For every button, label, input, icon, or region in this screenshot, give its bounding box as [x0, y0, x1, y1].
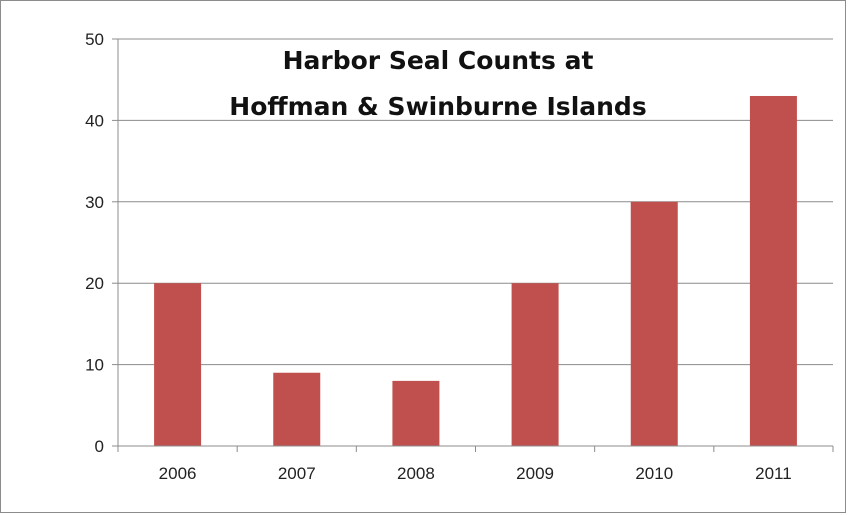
bar-2008	[392, 380, 440, 446]
x-tick-label: 2010	[635, 464, 673, 483]
bars	[154, 95, 797, 446]
chart-title-line-1: Harbor Seal Counts at	[283, 46, 594, 75]
y-tick-label: 20	[85, 274, 104, 293]
y-tick-label: 50	[85, 30, 104, 49]
axes	[117, 39, 833, 447]
chart-title: Harbor Seal Counts at Hoffman & Swinburn…	[229, 46, 646, 121]
bar-2011	[749, 95, 797, 446]
bar-2009	[511, 283, 559, 446]
gridlines	[112, 38, 834, 452]
y-tick-label: 30	[85, 193, 104, 212]
x-tick-label: 2009	[516, 464, 554, 483]
y-tick-label: 0	[95, 437, 104, 456]
x-tick-labels: 2006 2007 2008 2009 2010 2011	[159, 464, 792, 483]
x-tick-label: 2007	[278, 464, 316, 483]
x-tick-label: 2006	[159, 464, 197, 483]
chart-title-line-2: Hoffman & Swinburne Islands	[229, 92, 646, 121]
y-tick-labels: 0 10 20 30 40 50	[85, 30, 104, 456]
x-tick-label: 2008	[397, 464, 435, 483]
bar-2006	[154, 283, 202, 446]
bar-2010	[630, 201, 678, 446]
y-tick-label: 40	[85, 111, 104, 130]
x-tick-label: 2011	[755, 464, 792, 483]
y-tick-label: 10	[85, 356, 104, 375]
bar-2007	[273, 372, 321, 446]
